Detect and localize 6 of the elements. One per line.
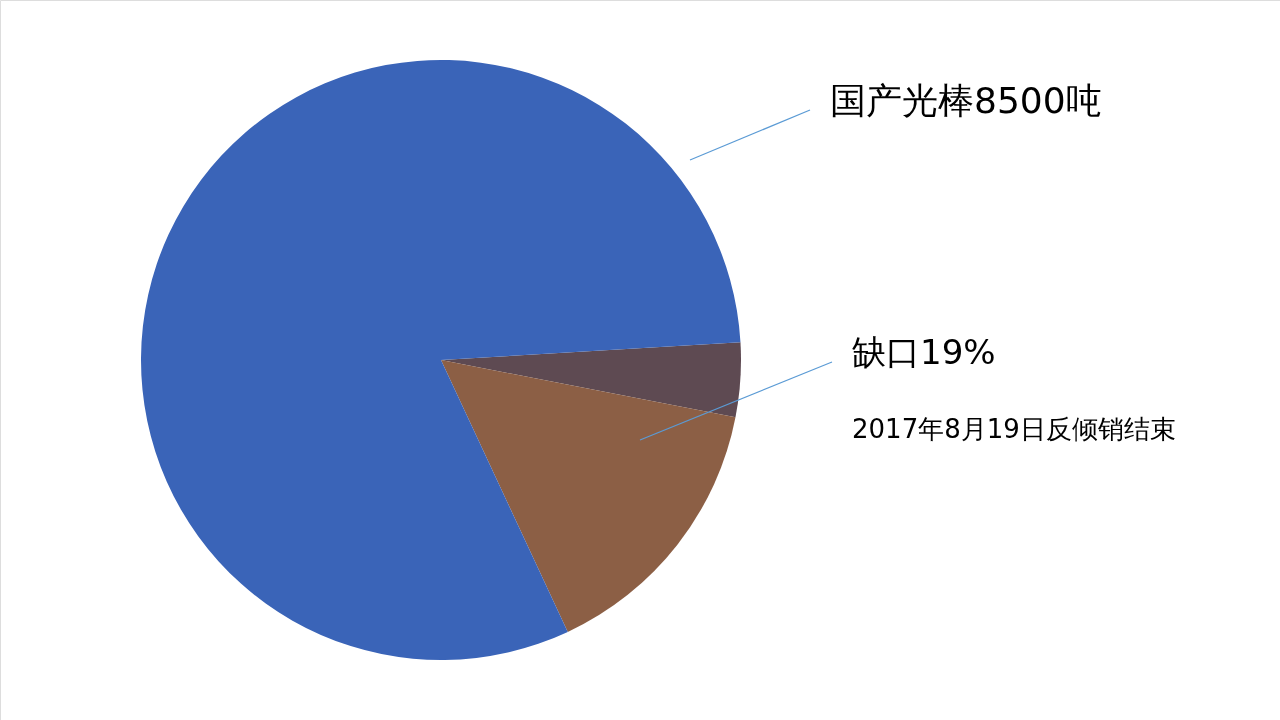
pie-slice: [441, 360, 736, 632]
pie-slice: [141, 60, 741, 660]
text: 2017年8月19日反倾销结束: [852, 414, 1176, 444]
slice-label: 缺口19%: [852, 332, 996, 372]
slice-label: 国产光棒8500吨: [830, 80, 1102, 121]
pie-slice: [441, 342, 741, 418]
